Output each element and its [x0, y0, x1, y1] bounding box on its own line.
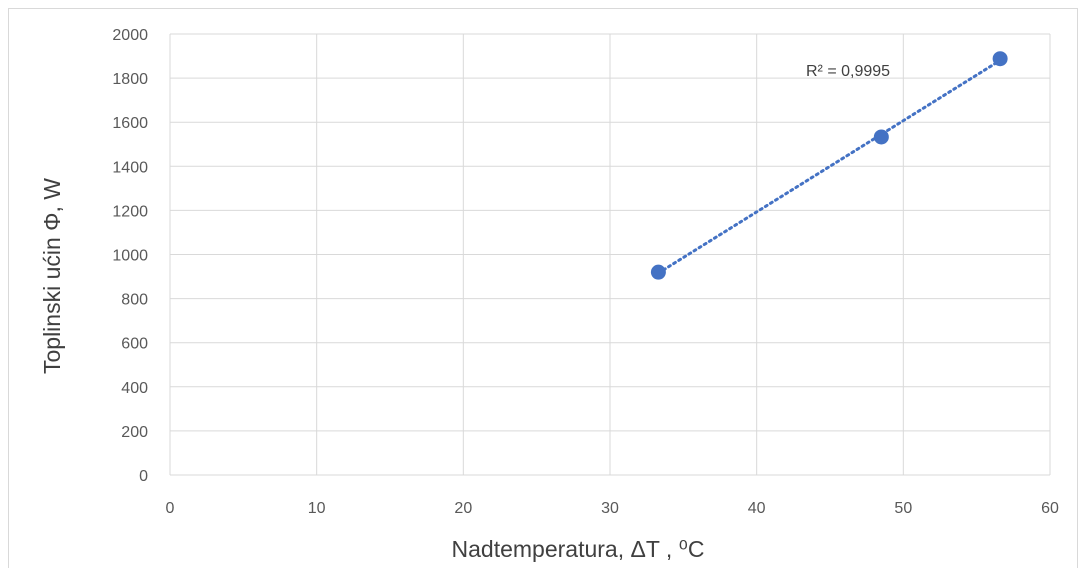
x-tick-label: 40: [748, 500, 766, 517]
x-tick-label: 60: [1041, 500, 1059, 517]
y-tick-label: 2000: [112, 27, 148, 44]
x-axis-title: Nadtemperatura, ΔT , ⁰C: [452, 536, 705, 562]
y-tick-label: 1600: [112, 115, 148, 132]
x-tick-label: 50: [894, 500, 912, 517]
data-point: [873, 129, 889, 145]
y-tick-label: 1400: [112, 159, 148, 176]
y-axis-tick-labels: 0 200 400 600 800 1000 1200 1400 1600 1800 2000: [112, 27, 148, 485]
x-tick-label: 10: [308, 500, 326, 517]
r-squared-label: R² = 0,9995: [806, 63, 890, 80]
y-tick-label: 1800: [112, 71, 148, 88]
x-tick-label: 0: [166, 500, 175, 517]
y-tick-label: 600: [121, 336, 148, 353]
x-tick-label: 30: [601, 500, 619, 517]
data-points: [650, 51, 1008, 280]
trendline: [656, 58, 1002, 275]
y-axis-title: Toplinski ućin Φ, W: [39, 178, 65, 374]
x-tick-label: 20: [454, 500, 472, 517]
data-point: [650, 264, 666, 280]
data-point: [992, 51, 1008, 67]
y-tick-label: 200: [121, 424, 148, 441]
y-tick-label: 800: [121, 292, 148, 309]
y-tick-label: 400: [121, 380, 148, 397]
y-tick-label: 1200: [112, 203, 148, 220]
y-tick-label: 1000: [112, 248, 148, 265]
gridlines: [169, 33, 1051, 475]
x-axis-tick-labels: 0 10 20 30 40 50 60: [166, 500, 1059, 517]
y-tick-label: 0: [139, 468, 148, 485]
